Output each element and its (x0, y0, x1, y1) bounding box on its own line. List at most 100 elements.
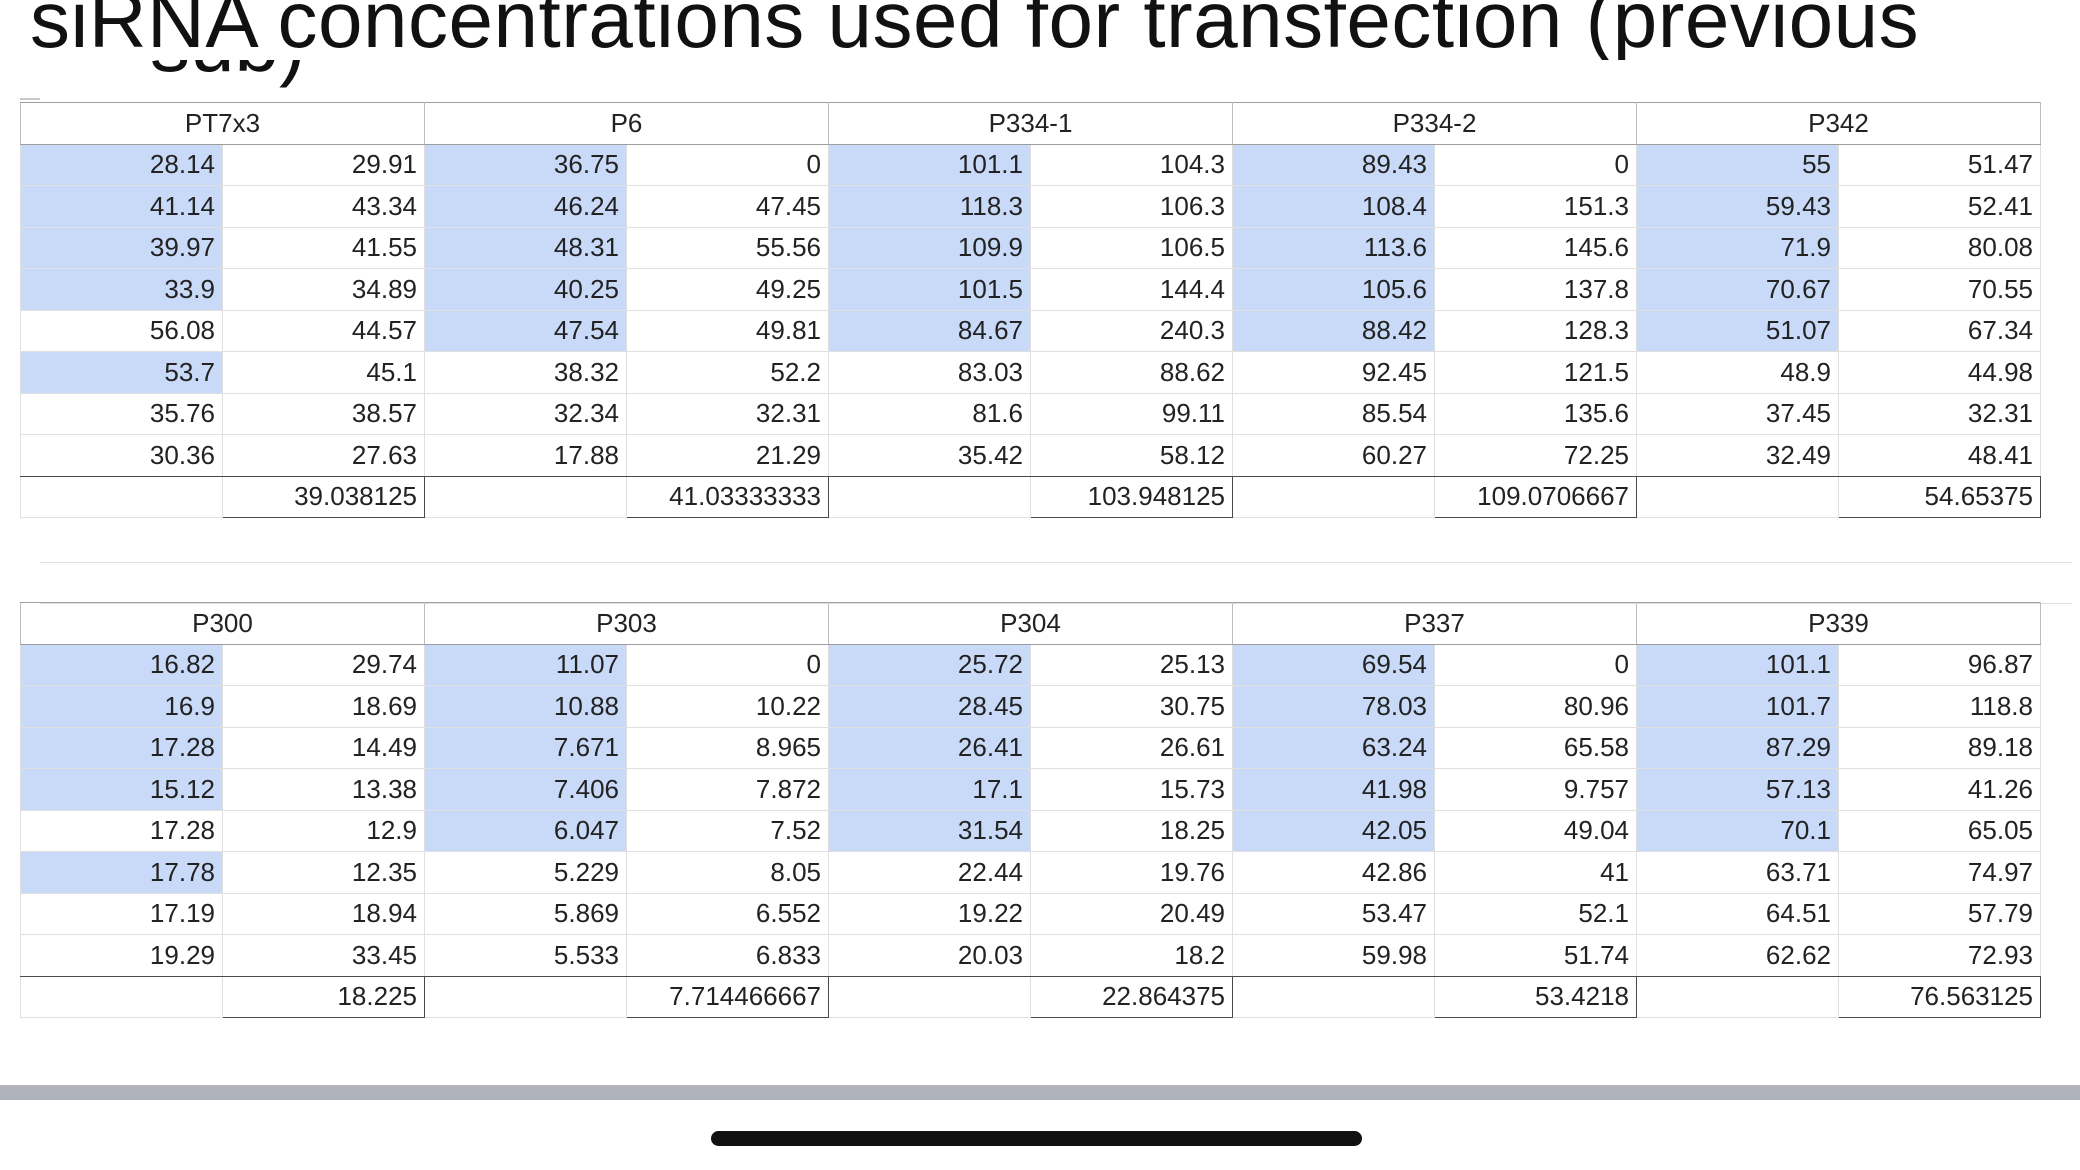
data-cell[interactable]: 137.8 (1434, 268, 1637, 311)
group-header[interactable]: P300 (20, 602, 425, 645)
data-cell[interactable]: 8.05 (626, 851, 829, 894)
data-cell[interactable]: 109.9 (828, 227, 1031, 269)
data-cell[interactable]: 42.86 (1232, 851, 1435, 894)
data-cell[interactable]: 12.35 (222, 851, 425, 894)
data-cell[interactable]: 17.1 (828, 768, 1031, 811)
data-cell[interactable]: 96.87 (1838, 644, 2041, 686)
data-cell[interactable]: 101.5 (828, 268, 1031, 311)
data-cell[interactable]: 84.67 (828, 310, 1031, 352)
data-cell[interactable]: 36.75 (424, 144, 627, 186)
data-cell[interactable]: 99.11 (1030, 393, 1233, 435)
data-cell[interactable]: 128.3 (1434, 310, 1637, 352)
group-header[interactable]: P342 (1636, 102, 2041, 145)
group-header[interactable]: P334-1 (828, 102, 1233, 145)
data-cell[interactable]: 25.72 (828, 644, 1031, 686)
data-cell[interactable]: 6.833 (626, 934, 829, 977)
data-cell[interactable]: 16.9 (20, 685, 223, 728)
data-cell[interactable]: 72.25 (1434, 434, 1637, 477)
empty-cell[interactable] (424, 475, 627, 518)
data-cell[interactable]: 53.47 (1232, 893, 1435, 935)
data-cell[interactable]: 7.52 (626, 810, 829, 852)
data-cell[interactable]: 46.24 (424, 185, 627, 228)
data-cell[interactable]: 72.93 (1838, 934, 2041, 977)
data-cell[interactable]: 87.29 (1636, 727, 1839, 769)
data-cell[interactable]: 41.14 (20, 185, 223, 228)
data-cell[interactable]: 101.7 (1636, 685, 1839, 728)
data-cell[interactable]: 151.3 (1434, 185, 1637, 228)
data-cell[interactable]: 240.3 (1030, 310, 1233, 352)
data-cell[interactable]: 44.98 (1838, 351, 2041, 394)
average-cell[interactable]: 22.864375 (1030, 975, 1233, 1018)
average-cell[interactable]: 76.563125 (1838, 975, 2041, 1018)
data-cell[interactable]: 62.62 (1636, 934, 1839, 977)
data-cell[interactable]: 104.3 (1030, 144, 1233, 186)
average-cell[interactable]: 39.038125 (222, 475, 425, 518)
data-cell[interactable]: 15.12 (20, 768, 223, 811)
data-cell[interactable]: 33.45 (222, 934, 425, 977)
data-cell[interactable]: 32.31 (1838, 393, 2041, 435)
average-cell[interactable]: 109.0706667 (1434, 475, 1637, 518)
empty-cell[interactable] (828, 975, 1031, 1018)
data-cell[interactable]: 48.31 (424, 227, 627, 269)
data-cell[interactable]: 5.229 (424, 851, 627, 894)
data-cell[interactable]: 0 (1434, 144, 1637, 186)
home-indicator[interactable] (711, 1131, 1362, 1146)
empty-cell[interactable] (20, 475, 223, 518)
data-cell[interactable]: 145.6 (1434, 227, 1637, 269)
data-cell[interactable]: 29.91 (222, 144, 425, 186)
data-cell[interactable]: 12.9 (222, 810, 425, 852)
empty-cell[interactable] (1636, 475, 1839, 518)
data-cell[interactable]: 59.98 (1232, 934, 1435, 977)
data-cell[interactable]: 74.97 (1838, 851, 2041, 894)
data-cell[interactable]: 33.9 (20, 268, 223, 311)
data-cell[interactable]: 17.28 (20, 727, 223, 769)
data-cell[interactable]: 44.57 (222, 310, 425, 352)
data-cell[interactable]: 26.41 (828, 727, 1031, 769)
data-cell[interactable]: 41 (1434, 851, 1637, 894)
data-cell[interactable]: 7.671 (424, 727, 627, 769)
data-cell[interactable]: 9.757 (1434, 768, 1637, 811)
average-cell[interactable]: 7.714466667 (626, 975, 829, 1018)
data-cell[interactable]: 35.42 (828, 434, 1031, 477)
group-header[interactable]: P304 (828, 602, 1233, 645)
data-cell[interactable]: 20.03 (828, 934, 1031, 977)
data-cell[interactable]: 59.43 (1636, 185, 1839, 228)
data-cell[interactable]: 67.34 (1838, 310, 2041, 352)
data-cell[interactable]: 7.406 (424, 768, 627, 811)
data-cell[interactable]: 26.61 (1030, 727, 1233, 769)
data-cell[interactable]: 113.6 (1232, 227, 1435, 269)
data-cell[interactable]: 71.9 (1636, 227, 1839, 269)
data-cell[interactable]: 69.54 (1232, 644, 1435, 686)
data-cell[interactable]: 92.45 (1232, 351, 1435, 394)
data-cell[interactable]: 49.81 (626, 310, 829, 352)
data-cell[interactable]: 88.62 (1030, 351, 1233, 394)
data-cell[interactable]: 18.2 (1030, 934, 1233, 977)
data-cell[interactable]: 15.73 (1030, 768, 1233, 811)
data-cell[interactable]: 65.05 (1838, 810, 2041, 852)
data-cell[interactable]: 0 (626, 144, 829, 186)
data-cell[interactable]: 30.75 (1030, 685, 1233, 728)
data-cell[interactable]: 89.18 (1838, 727, 2041, 769)
data-cell[interactable]: 28.45 (828, 685, 1031, 728)
data-cell[interactable]: 11.07 (424, 644, 627, 686)
data-cell[interactable]: 8.965 (626, 727, 829, 769)
data-cell[interactable]: 52.1 (1434, 893, 1637, 935)
data-cell[interactable]: 0 (1434, 644, 1637, 686)
data-cell[interactable]: 38.32 (424, 351, 627, 394)
data-cell[interactable]: 118.8 (1838, 685, 2041, 728)
data-cell[interactable]: 52.2 (626, 351, 829, 394)
data-cell[interactable]: 55.56 (626, 227, 829, 269)
data-cell[interactable]: 0 (626, 644, 829, 686)
empty-cell[interactable] (20, 975, 223, 1018)
average-cell[interactable]: 18.225 (222, 975, 425, 1018)
data-cell[interactable]: 60.27 (1232, 434, 1435, 477)
data-cell[interactable]: 57.13 (1636, 768, 1839, 811)
data-cell[interactable]: 41.98 (1232, 768, 1435, 811)
data-cell[interactable]: 29.74 (222, 644, 425, 686)
data-cell[interactable]: 18.94 (222, 893, 425, 935)
data-cell[interactable]: 19.29 (20, 934, 223, 977)
data-cell[interactable]: 17.78 (20, 851, 223, 894)
group-header[interactable]: P339 (1636, 602, 2041, 645)
data-cell[interactable]: 48.9 (1636, 351, 1839, 394)
data-cell[interactable]: 34.89 (222, 268, 425, 311)
